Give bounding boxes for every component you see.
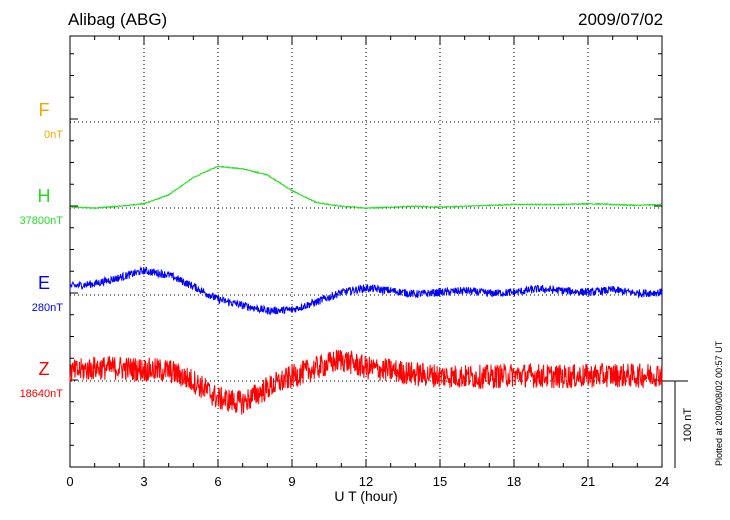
component-name-z: Z (39, 359, 50, 379)
date-label: 2009/07/02 (578, 10, 664, 29)
x-tick-label: 9 (288, 474, 295, 489)
scale-bar-label: 100 nT (682, 408, 694, 443)
component-name-h: H (38, 186, 51, 206)
x-tick-label: 6 (214, 474, 221, 489)
x-tick-label: 18 (507, 474, 521, 489)
x-axis-label: U T (hour) (334, 488, 397, 504)
x-tick-label: 21 (581, 474, 595, 489)
station-title: Alibag (ABG) (68, 10, 168, 29)
component-baseline-f: 0nT (44, 129, 63, 141)
x-tick-label: 15 (433, 474, 447, 489)
trace-z (69, 349, 663, 415)
x-tick-label: 12 (359, 474, 373, 489)
component-name-f: F (39, 100, 50, 120)
component-baseline-e: 280nT (32, 302, 63, 314)
component-name-e: E (38, 273, 50, 293)
x-tick-label: 3 (140, 474, 147, 489)
grid-lines (70, 36, 662, 467)
scale-bar: 100 nT (662, 380, 694, 468)
component-baseline-z: 18640nT (20, 388, 64, 400)
series-traces (69, 165, 663, 415)
trace-h (69, 165, 663, 210)
trace-e (69, 266, 663, 316)
component-labels: F 0nT H 37800nT E 280nT Z 18640nT (20, 100, 64, 400)
axis-ticks (69, 36, 663, 468)
x-tick-labels: 0 3 6 9 12 15 18 21 24 (66, 474, 669, 489)
x-tick-label: 24 (655, 474, 669, 489)
x-tick-label: 0 (66, 474, 73, 489)
component-baseline-h: 37800nT (20, 215, 64, 227)
plotted-at-note: Plotted at 2009/08/02 00:57 UT (714, 340, 724, 466)
